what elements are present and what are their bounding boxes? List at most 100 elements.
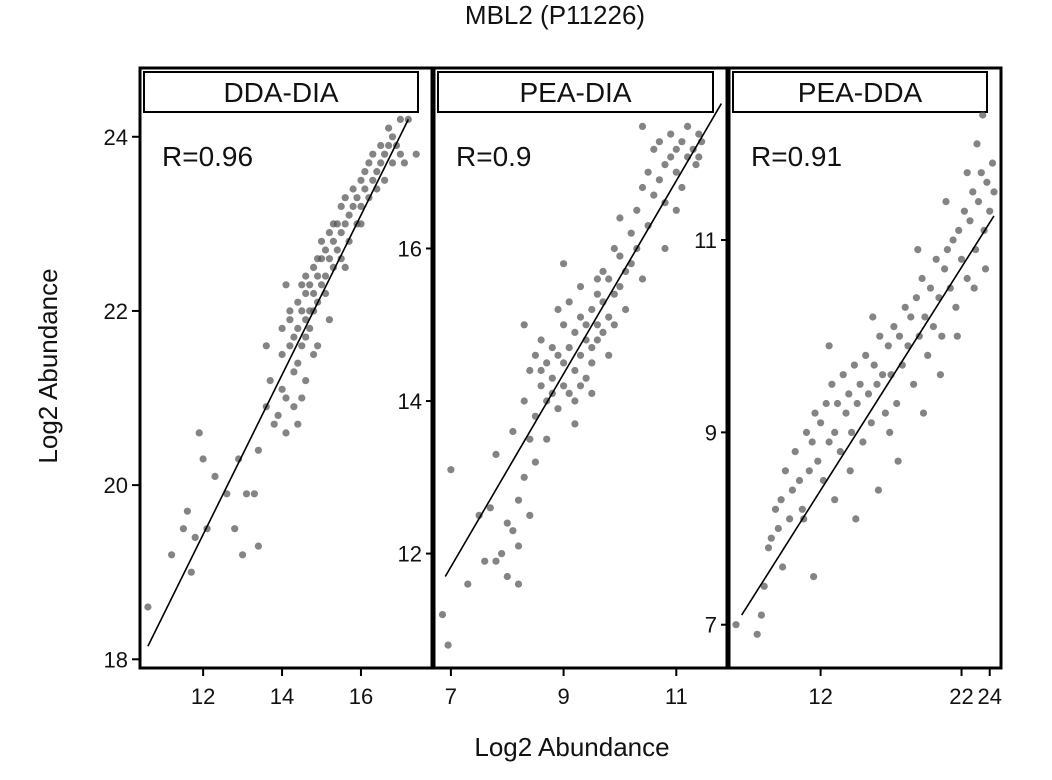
y-tick-label: 12 [398,542,422,567]
data-point [884,342,892,350]
data-point [936,371,945,379]
x-tick-label: 16 [349,684,373,709]
data-point [918,274,926,283]
data-point [616,214,624,222]
data-point [298,342,306,350]
fit-line [444,103,723,577]
data-point [963,274,971,283]
data-point [298,394,306,402]
data-point [294,298,302,306]
data-point [981,265,990,273]
data-point [333,246,341,254]
data-point [798,505,806,513]
data-point [946,284,954,292]
data-point [270,420,278,428]
data-point [582,321,590,329]
panel-pea-dia: PEA-DIA R=0.9 12 14 16 7 9 11 [398,66,729,709]
data-point [828,380,836,388]
data-point [852,515,860,523]
data-point [588,344,596,352]
data-point [869,313,877,321]
data-point [302,333,310,341]
data-point [929,323,938,331]
data-point [949,236,957,244]
data-point [503,572,511,581]
data-point [298,307,306,315]
data-point [853,399,861,408]
points-group [732,111,998,638]
data-point [914,246,922,254]
data-point [361,185,369,193]
data-point [610,244,618,253]
data-point [791,448,799,456]
data-point [576,283,585,291]
data-point [576,351,585,359]
data-point [475,511,483,519]
data-point [919,409,928,417]
data-point [396,150,404,158]
data-point [986,207,994,215]
data-point [974,198,983,206]
data-point [672,145,680,153]
data-point [250,490,258,498]
data-point [810,573,818,581]
data-point [353,194,361,202]
data-point [661,244,669,253]
data-point [310,350,318,359]
data-point [692,161,700,169]
data-point [839,371,847,379]
data-point [447,466,455,474]
data-point [879,371,887,379]
data-point [695,153,703,161]
data-point [622,305,630,314]
data-point [302,316,310,324]
data-point [211,472,219,480]
strip-box [437,71,714,113]
panel-pea-dda: PEA-DDA R=0.91 7 9 11 12 22 24 [694,66,1003,709]
data-point [870,361,878,369]
panel-frame [432,66,729,670]
data-point [341,263,349,271]
data-point [695,130,703,138]
data-point [969,188,977,196]
data-point [576,313,585,321]
data-point [977,169,985,177]
chart-title: MBL2 (P11226) [465,0,645,30]
data-point [831,496,839,504]
data-point [187,568,195,576]
data-point [385,124,393,132]
data-point [864,390,873,398]
data-point [183,507,191,515]
data-point [932,255,940,263]
y-tick-label: 20 [104,473,128,498]
data-point [599,328,607,336]
data-point [195,429,203,437]
data-point [667,130,675,138]
x-tick-label: 12 [191,684,215,709]
data-point [565,298,573,306]
data-point [290,368,298,376]
data-point [767,534,775,542]
data-point [616,252,624,260]
correlation-label: R=0.9 [456,141,532,172]
data-point [588,359,596,367]
data-point [509,427,517,436]
data-point [321,272,330,280]
strip-label: DDA-DIA [223,77,338,108]
data-point [825,342,833,350]
data-point [438,611,447,619]
data-point [373,168,381,176]
data-point [349,185,357,193]
y-tick-label: 16 [398,236,422,261]
data-point [953,332,961,340]
data-point [605,275,613,283]
data-point [966,217,974,225]
data-point [560,260,568,268]
data-point [503,519,511,527]
data-point [325,255,333,263]
y-tick-label: 14 [398,389,422,414]
data-point [571,397,579,405]
data-point [526,435,534,443]
data-point [874,486,883,494]
data-point [894,457,902,465]
